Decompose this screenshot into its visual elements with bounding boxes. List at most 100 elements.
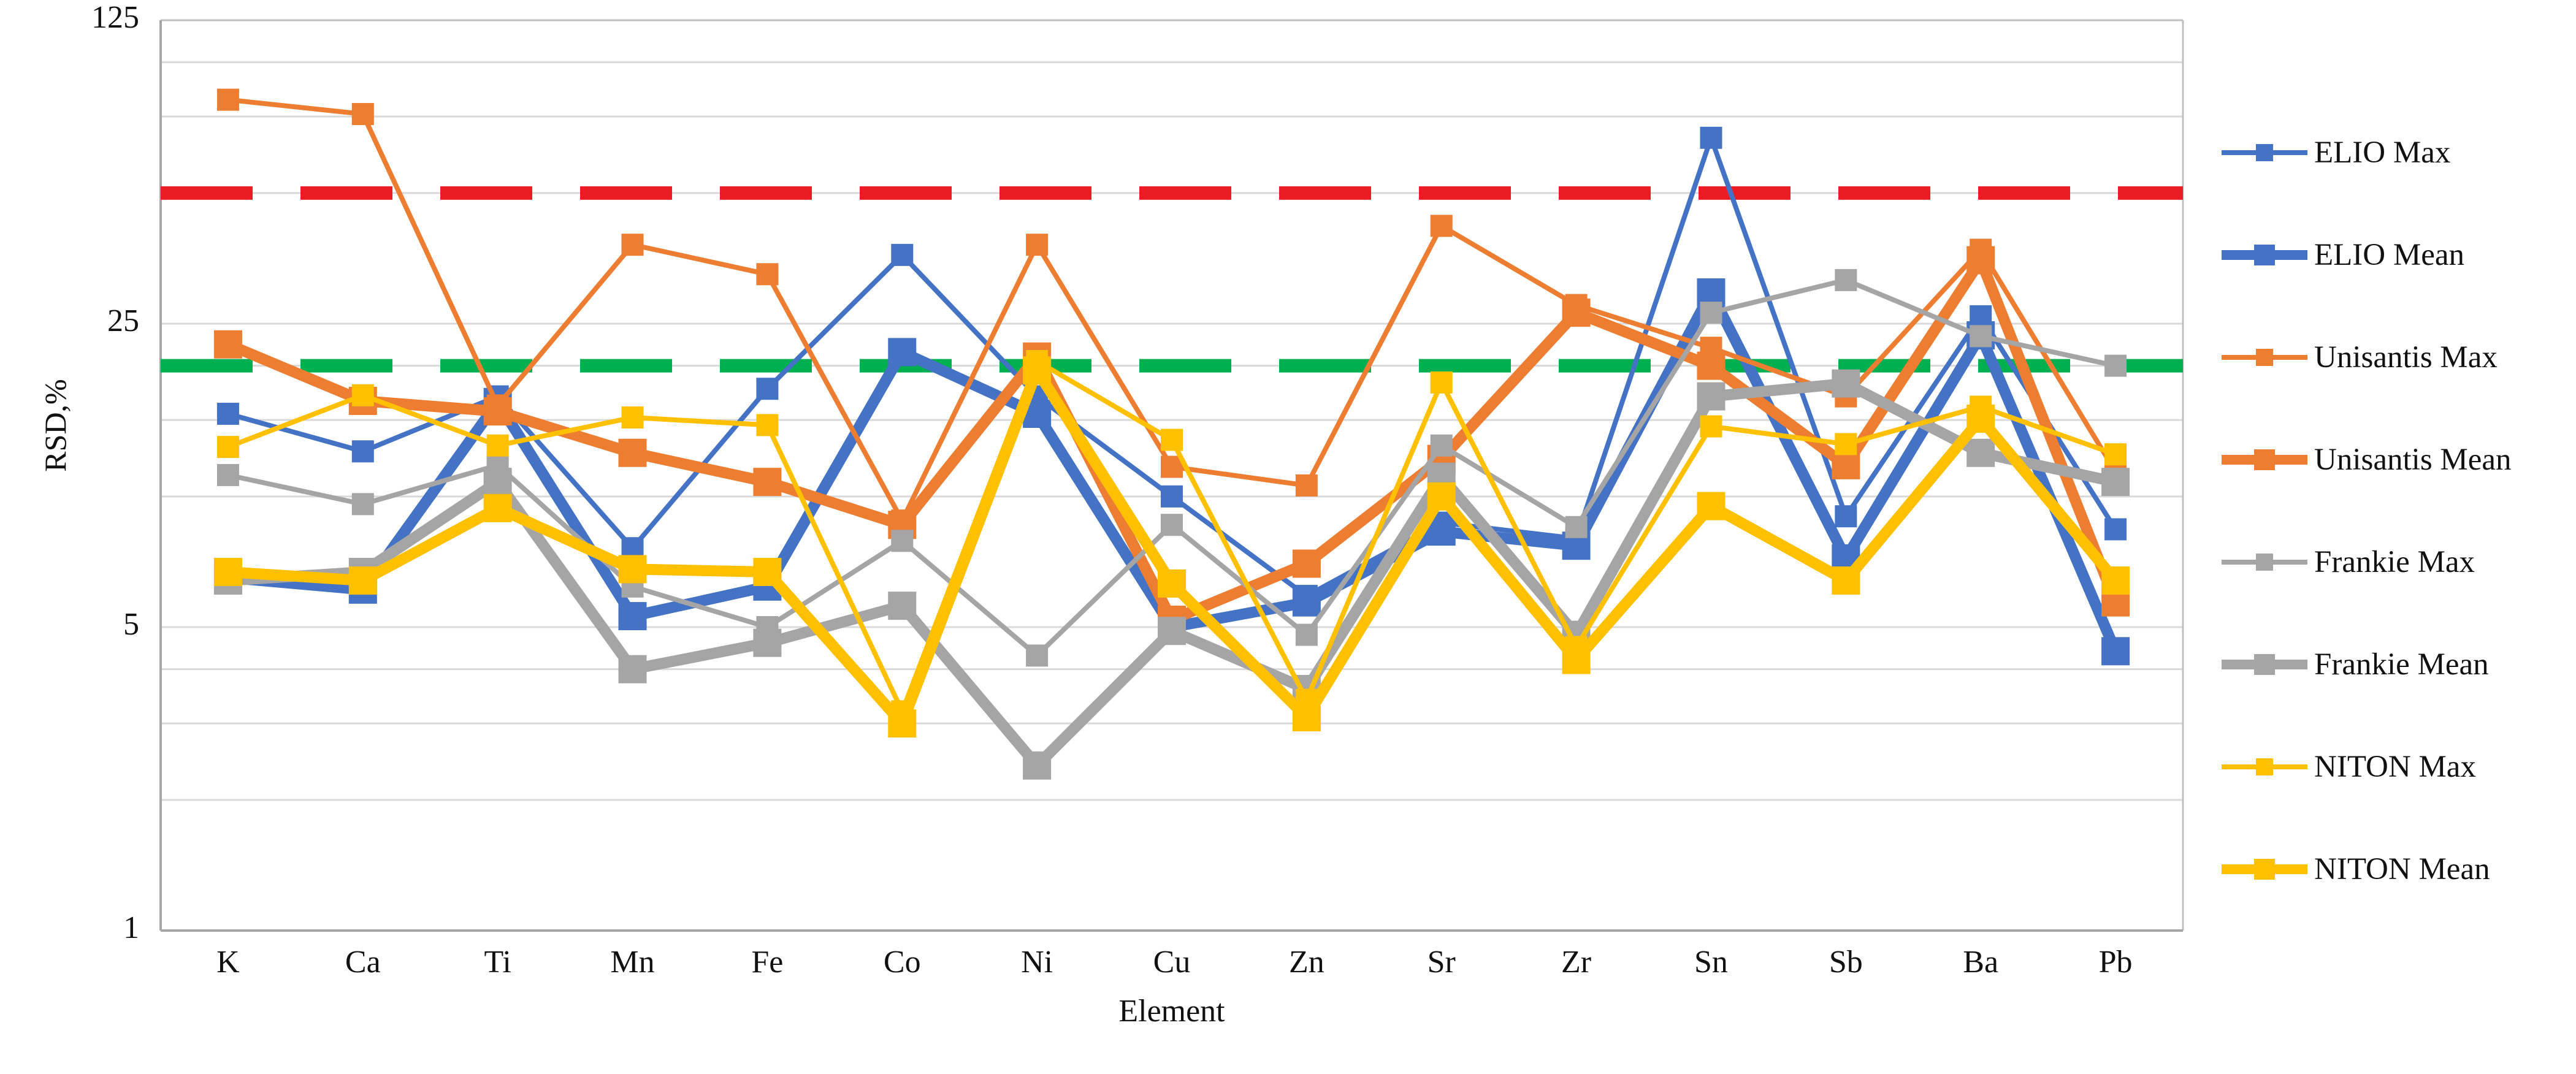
data-point-marker — [213, 330, 242, 359]
data-point-marker — [1158, 569, 1186, 598]
data-point-marker — [1023, 356, 1052, 385]
legend-item: NITON Mean — [2219, 818, 2512, 920]
legend-marker-icon — [2222, 143, 2307, 161]
data-point-marker — [1161, 514, 1183, 536]
data-point-marker — [483, 397, 512, 426]
data-point-marker — [753, 468, 782, 497]
data-point-marker — [1295, 623, 1318, 646]
legend-marker-icon — [2222, 553, 2307, 571]
legend-marker-icon — [2222, 653, 2307, 675]
x-tick-label: K — [216, 945, 240, 980]
legend-item: ELIO Max — [2219, 101, 2512, 204]
data-point-marker — [351, 384, 374, 406]
legend-item: NITON Max — [2219, 715, 2512, 818]
data-point-marker — [2104, 443, 2127, 466]
data-point-marker — [1158, 617, 1186, 646]
x-axis-title: Element — [1118, 994, 1225, 1029]
data-point-marker — [351, 440, 374, 463]
data-point-marker — [1427, 482, 1456, 511]
x-tick-label: Pb — [2098, 945, 2133, 980]
x-tick-label: Sn — [1694, 945, 1728, 980]
x-tick-label: Zr — [1561, 945, 1592, 980]
data-point-marker — [888, 709, 917, 738]
series-niton-mean — [213, 356, 2130, 738]
data-point-marker — [753, 628, 782, 657]
data-point-marker — [618, 602, 647, 631]
x-tick-label: Sb — [1829, 945, 1863, 980]
data-point-marker — [888, 592, 917, 620]
data-point-marker — [618, 438, 647, 467]
y-tick-label: 25 — [107, 303, 139, 338]
x-tick-label: Co — [883, 945, 921, 980]
data-point-marker — [1697, 351, 1726, 380]
data-point-marker — [1430, 215, 1453, 237]
x-tick-label: Ba — [1963, 945, 1999, 980]
legend-marker-icon — [2222, 758, 2307, 775]
y-tick-label: 1 — [123, 910, 139, 945]
data-point-marker — [621, 234, 644, 256]
data-point-marker — [483, 493, 512, 522]
data-point-marker — [486, 434, 509, 457]
x-tick-label: Sr — [1427, 945, 1456, 980]
data-point-marker — [1832, 566, 1860, 595]
data-point-marker — [351, 103, 374, 126]
data-point-marker — [1292, 549, 1321, 578]
legend-marker-icon — [2222, 244, 2307, 265]
data-point-marker — [756, 263, 779, 286]
data-point-marker — [753, 557, 782, 586]
data-point-marker — [1697, 382, 1726, 411]
data-point-marker — [1835, 268, 1857, 291]
data-point-marker — [1835, 505, 1857, 528]
data-point-marker — [1562, 299, 1591, 327]
legend-label: Frankie Mean — [2314, 647, 2489, 682]
data-point-marker — [213, 557, 242, 586]
data-point-marker — [1430, 371, 1453, 394]
data-point-marker — [1430, 434, 1453, 457]
data-point-marker — [888, 338, 917, 367]
y-axis-title: RSD,% — [38, 379, 72, 472]
data-point-marker — [1697, 492, 1726, 520]
data-point-marker — [216, 88, 239, 111]
data-point-marker — [483, 468, 512, 497]
data-point-marker — [216, 436, 239, 459]
data-point-marker — [1161, 485, 1183, 508]
legend-marker-icon — [2222, 449, 2307, 470]
data-point-marker — [1292, 703, 1321, 732]
data-point-marker — [756, 378, 779, 400]
data-point-marker — [1292, 588, 1321, 617]
data-point-marker — [2101, 637, 2130, 666]
data-point-marker — [891, 243, 914, 266]
data-point-marker — [1700, 415, 1722, 438]
data-point-marker — [1966, 438, 1995, 467]
data-point-marker — [621, 406, 644, 429]
data-point-marker — [216, 463, 239, 486]
x-tick-label: Ti — [484, 945, 511, 980]
legend-item: Frankie Mean — [2219, 613, 2512, 715]
data-point-marker — [1295, 474, 1318, 497]
data-point-marker — [1832, 369, 1860, 398]
legend-label: NITON Mean — [2314, 851, 2490, 886]
x-tick-label: Mn — [610, 945, 655, 980]
data-point-marker — [891, 530, 914, 552]
data-point-marker — [1966, 405, 1995, 433]
legend-label: NITON Max — [2314, 749, 2476, 784]
legend-label: ELIO Max — [2314, 135, 2451, 170]
data-point-marker — [1966, 246, 1995, 275]
data-point-marker — [1565, 516, 1588, 538]
data-point-marker — [1161, 455, 1183, 478]
data-point-marker — [1161, 428, 1183, 451]
legend-marker-icon — [2222, 858, 2307, 880]
x-tick-label: Ca — [345, 945, 381, 980]
data-point-marker — [1700, 302, 1722, 324]
data-point-marker — [1026, 234, 1049, 256]
y-tick-label: 5 — [123, 607, 139, 642]
data-point-marker — [2104, 518, 2127, 541]
data-point-marker — [1832, 451, 1860, 479]
y-tick-label: 125 — [91, 0, 139, 35]
x-tick-label: Fe — [751, 945, 784, 980]
data-point-marker — [2101, 566, 2130, 595]
data-point-marker — [2101, 468, 2130, 497]
legend-label: Unisantis Mean — [2314, 442, 2512, 477]
